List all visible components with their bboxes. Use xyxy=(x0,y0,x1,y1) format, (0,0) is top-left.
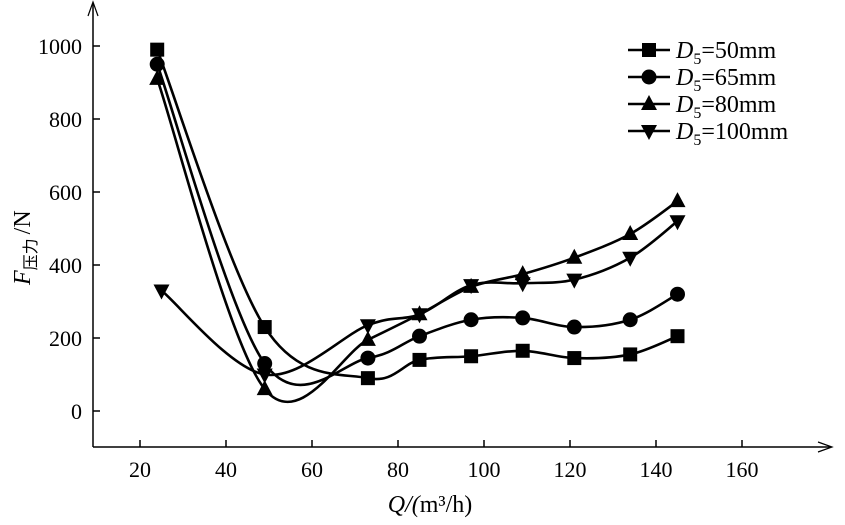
data-point xyxy=(256,368,273,384)
data-point xyxy=(360,371,375,386)
y-tick-label: 0 xyxy=(71,399,82,424)
legend-sub: 5 xyxy=(693,132,701,149)
data-point xyxy=(514,277,531,293)
data-point xyxy=(669,215,686,231)
data-point xyxy=(360,350,376,366)
data-point xyxy=(670,286,685,302)
data-point xyxy=(566,248,583,264)
x-tick-label: 60 xyxy=(301,457,323,482)
data-point xyxy=(412,328,427,344)
legend-label: D5=80mm xyxy=(675,92,777,122)
x-tick-label: 20 xyxy=(129,457,151,482)
y-label-var: F xyxy=(10,270,36,286)
y-tick-label: 400 xyxy=(49,253,82,278)
y-label-unit: /N xyxy=(10,210,36,234)
data-point xyxy=(359,330,376,346)
series-line xyxy=(155,63,679,387)
legend-sub: 5 xyxy=(693,78,701,95)
x-axis-label: Q/(m³/h) xyxy=(387,492,473,518)
legend-item: D5=100mm xyxy=(628,119,789,149)
y-tick-label: 1000 xyxy=(38,34,82,59)
legend-sub: 5 xyxy=(693,51,701,68)
data-point xyxy=(257,320,272,335)
x-tick-label: 160 xyxy=(726,457,759,482)
legend-item: D5=50mm xyxy=(628,38,777,68)
legend-rest: =100mm xyxy=(701,119,788,145)
x-tick-label: 40 xyxy=(215,457,237,482)
legend-rest: =65mm xyxy=(701,65,776,91)
series-line xyxy=(155,49,678,381)
data-point xyxy=(622,251,639,267)
x-tick-label: 140 xyxy=(640,457,673,482)
legend-rest: =50mm xyxy=(701,38,776,64)
legend-item: D5=80mm xyxy=(628,92,777,122)
data-point xyxy=(257,356,273,372)
y-label-sub: 压力 xyxy=(21,238,40,270)
data-point xyxy=(622,224,639,240)
legend-marker xyxy=(641,69,657,85)
series-square xyxy=(150,42,685,386)
data-point xyxy=(412,352,427,367)
data-point xyxy=(411,308,428,324)
data-point xyxy=(515,310,531,326)
legend-var: D xyxy=(675,92,693,118)
series-triangle-up xyxy=(149,69,686,404)
data-point xyxy=(514,265,531,281)
data-point xyxy=(463,279,480,295)
data-point xyxy=(149,56,165,72)
x-tick-label: 120 xyxy=(554,457,587,482)
legend-label: D5=50mm xyxy=(675,38,777,68)
legend-rest: =80mm xyxy=(701,92,776,118)
x-tick-label: 80 xyxy=(387,457,409,482)
data-point xyxy=(463,312,479,328)
data-point xyxy=(153,284,170,300)
legend-sub: 5 xyxy=(693,105,701,122)
data-point xyxy=(515,343,530,358)
data-point xyxy=(622,312,638,328)
legend-marker xyxy=(642,43,656,57)
data-point xyxy=(464,349,479,364)
data-point xyxy=(149,69,166,85)
legend-marker xyxy=(641,95,657,110)
legend-var: D xyxy=(675,38,693,64)
series-circle xyxy=(149,56,685,387)
data-point xyxy=(623,347,638,362)
data-point xyxy=(566,319,582,335)
y-tick-label: 800 xyxy=(49,107,82,132)
x-tick-label: 100 xyxy=(468,457,501,482)
x-axis-arrow xyxy=(817,441,834,453)
data-point xyxy=(256,380,273,396)
data-point xyxy=(669,192,686,208)
data-point xyxy=(670,329,685,344)
legend-label: D5=65mm xyxy=(675,65,777,95)
legend-item: D5=65mm xyxy=(628,65,777,95)
legend-marker xyxy=(641,125,657,140)
series-line xyxy=(160,220,679,377)
y-tick-label: 200 xyxy=(49,326,82,351)
data-point xyxy=(566,273,583,289)
y-tick-label: 600 xyxy=(49,180,82,205)
series-triangle-down xyxy=(153,215,686,384)
data-point xyxy=(359,319,376,335)
data-point xyxy=(150,42,165,57)
data-point xyxy=(567,351,582,366)
y-axis-label: F压力/N xyxy=(10,210,40,286)
legend-var: D xyxy=(675,119,693,145)
legend-label: D5=100mm xyxy=(675,119,789,149)
y-axis-arrow xyxy=(87,0,99,17)
legend-var: D xyxy=(675,65,693,91)
